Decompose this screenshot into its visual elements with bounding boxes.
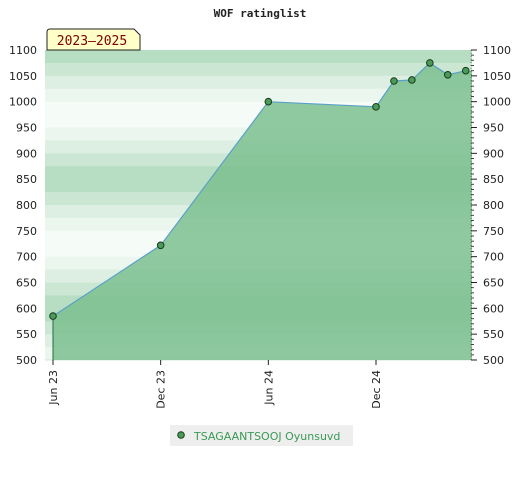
period-badge: 2023–2025 (46, 28, 141, 51)
y-tick-label-left: 600 (16, 302, 37, 315)
grid-band (45, 62, 472, 77)
y-tick-label-right: 900 (483, 147, 504, 160)
y-tick-label-right: 850 (483, 173, 504, 186)
y-tick-label-right: 800 (483, 199, 504, 212)
series-area (53, 62, 472, 361)
y-tick-label-right: 750 (483, 225, 504, 238)
grid-band (45, 50, 472, 64)
legend-label: TSAGAANTSOOJ Oyunsuvd (193, 430, 340, 443)
data-point (426, 59, 434, 67)
series-points (49, 59, 470, 320)
x-tick-label: Dec 24 (370, 370, 383, 409)
y-tick-label-right: 550 (483, 328, 504, 341)
y-axis-right: 500 550 600 650 700 750 800 850 900 950 1000 1050 11… (470, 44, 511, 367)
data-point (49, 312, 57, 320)
grid-band (45, 75, 472, 90)
y-tick-label-right: 600 (483, 302, 504, 315)
y-tick-label-left: 950 (16, 122, 37, 135)
y-tick-label-left: 900 (16, 147, 37, 160)
y-tick-label-right: 1000 (483, 96, 511, 109)
data-point (156, 241, 165, 250)
y-tick-label-left: 1050 (9, 70, 37, 83)
legend-marker (177, 431, 185, 439)
y-tick-label-left: 1100 (9, 44, 37, 57)
data-point (408, 76, 416, 84)
y-tick-label-left: 1000 (9, 96, 37, 109)
y-tick-label-right: 700 (483, 251, 504, 264)
y-tick-label-right: 1100 (483, 44, 511, 57)
x-axis: Jun 23 Dec 23 Jun 24 Dec 24 (47, 360, 383, 409)
y-tick-label-right: 500 (483, 354, 504, 367)
y-tick-label-right: 1050 (483, 70, 511, 83)
legend[interactable]: TSAGAANTSOOJ Oyunsuvd (170, 425, 353, 446)
y-tick-label-left: 800 (16, 199, 37, 212)
data-point (372, 103, 380, 111)
y-tick-label-left: 700 (16, 251, 37, 264)
x-tick-label: Jun 24 (262, 370, 275, 406)
y-tick-label-left: 500 (16, 354, 37, 367)
x-tick-label: Dec 23 (155, 370, 168, 409)
y-tick-label-left: 550 (16, 328, 37, 341)
y-tick-label-left: 750 (16, 225, 37, 238)
x-tick-label: Jun 23 (47, 370, 60, 406)
data-point (264, 97, 273, 106)
y-tick-label-left: 850 (16, 173, 37, 186)
chart-title: WOF ratinglist (214, 7, 307, 20)
y-tick-label-left: 650 (16, 277, 37, 290)
y-tick-label-right: 950 (483, 122, 504, 135)
y-tick-label-right: 650 (483, 277, 504, 290)
data-point (443, 71, 452, 79)
period-label: 2023–2025 (57, 34, 127, 49)
data-point (390, 77, 398, 85)
data-point (461, 66, 470, 75)
grid-band (45, 88, 472, 103)
y-axis-left: 500 550 600 650 700 750 800 850 900 950 1000 1050 11… (9, 44, 37, 367)
